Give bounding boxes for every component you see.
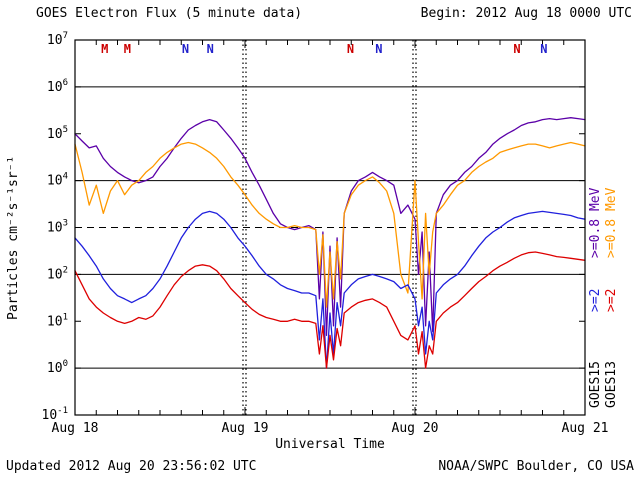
event-marker: N — [540, 42, 547, 56]
x-tick-label: Aug 21 — [562, 421, 609, 436]
x-tick-label: Aug 20 — [392, 421, 439, 436]
y-tick-label: 101 — [47, 312, 68, 329]
y-tick-label: 10-1 — [42, 406, 69, 423]
begin-timestamp: Begin: 2012 Aug 18 0000 UTC — [420, 6, 632, 21]
event-marker: M — [101, 42, 108, 56]
y-tick-label: 106 — [47, 78, 68, 95]
series-goes13-0-8-mev — [74, 141, 586, 308]
updated-timestamp: Updated 2012 Aug 20 23:56:02 UTC — [6, 459, 257, 474]
y-tick-label: 102 — [47, 265, 68, 282]
x-axis-label: Universal Time — [275, 437, 385, 452]
x-tick-label: Aug 19 — [222, 421, 269, 436]
series-goes15-2-mev — [74, 210, 586, 369]
series-goes13-2-mev — [74, 251, 586, 369]
y-tick-label: 104 — [47, 172, 68, 189]
plot-border — [74, 39, 586, 416]
event-marker: N — [207, 42, 214, 56]
event-marker: N — [347, 42, 354, 56]
y-tick-label: 107 — [47, 31, 68, 48]
y-tick-label: 100 — [47, 359, 68, 376]
event-marker: N — [182, 42, 189, 56]
event-marker: N — [375, 42, 382, 56]
event-marker: M — [124, 42, 131, 56]
series-goes15-0-8-mev — [74, 117, 586, 337]
source-attribution: NOAA/SWPC Boulder, CO USA — [438, 459, 634, 474]
x-tick-label: Aug 18 — [52, 421, 99, 436]
y-tick-label: 103 — [47, 219, 68, 236]
event-marker: N — [513, 42, 520, 56]
chart-title: GOES Electron Flux (5 minute data) — [36, 6, 303, 21]
y-tick-label: 105 — [47, 125, 68, 142]
